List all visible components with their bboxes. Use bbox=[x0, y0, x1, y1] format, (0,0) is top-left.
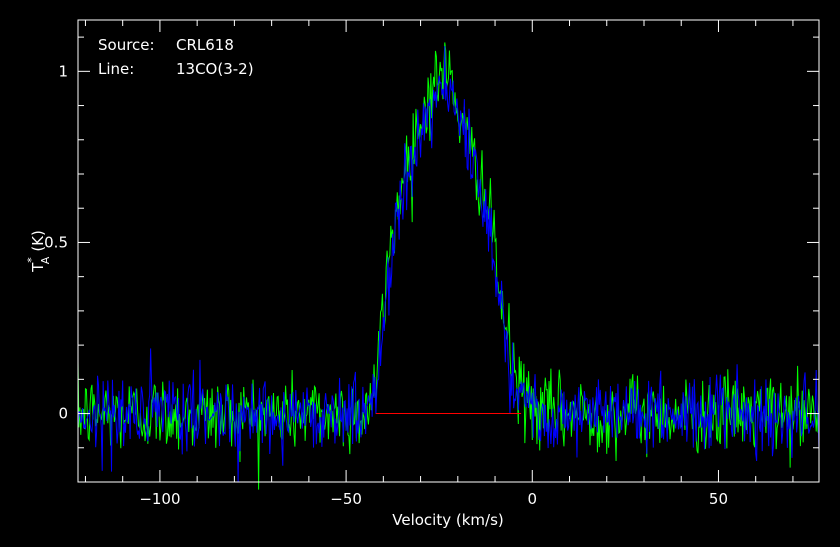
x-tick-label: −100 bbox=[139, 490, 180, 508]
y-tick-label: 0 bbox=[58, 405, 68, 423]
plot-frame bbox=[77, 19, 820, 483]
x-tick-label: 50 bbox=[709, 490, 728, 508]
ticks-layer: −100 −50 0 50 0 0.5 1 bbox=[44, 20, 819, 508]
source-key-label: Source: bbox=[98, 36, 155, 54]
svg-text:T*A(K): T*A (K) bbox=[25, 230, 52, 273]
source-value-label: CRL618 bbox=[176, 36, 234, 54]
y-tick-label: 1 bbox=[58, 62, 68, 80]
y-axis-label-main: T bbox=[29, 262, 47, 273]
x-axis-label: Velocity (km/s) bbox=[392, 511, 503, 529]
series-layer bbox=[77, 42, 820, 490]
y-axis-label-unit: (K) bbox=[29, 230, 47, 252]
y-axis-label: T*A (K) bbox=[25, 230, 52, 273]
x-tick-label: 0 bbox=[528, 490, 538, 508]
y-axis-label-sup: * bbox=[25, 257, 38, 263]
x-tick-label: −50 bbox=[330, 490, 362, 508]
series-line-2 bbox=[77, 46, 820, 482]
line-value-label: 13CO(3-2) bbox=[176, 60, 254, 78]
line-key-label: Line: bbox=[98, 60, 134, 78]
y-axis-label-sub: A bbox=[39, 256, 52, 264]
y-tick-label: 0.5 bbox=[44, 233, 68, 251]
